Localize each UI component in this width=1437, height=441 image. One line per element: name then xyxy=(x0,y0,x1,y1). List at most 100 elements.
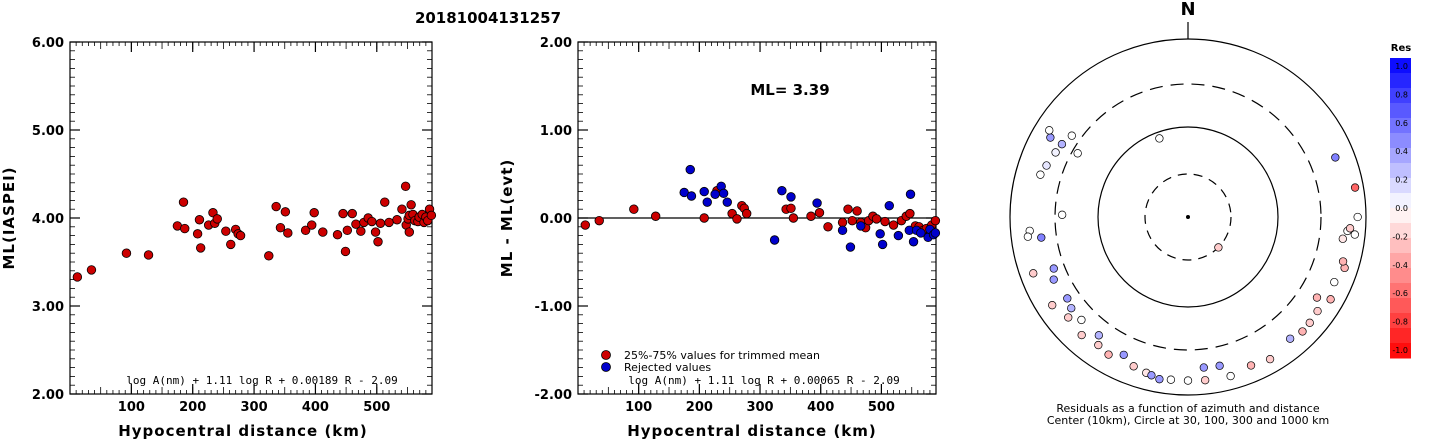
middle-point-rejected xyxy=(769,235,780,245)
polar-caption-line2: Center (10km), Circle at 30, 100, 300 an… xyxy=(1047,414,1329,427)
left-point-accepted xyxy=(271,201,281,212)
left-ytick-label: 5.00 xyxy=(32,124,64,139)
middle-point-rejected xyxy=(893,230,904,241)
left-point-accepted xyxy=(375,218,386,228)
polar-point xyxy=(1104,350,1113,359)
left-ytick-label: 4.00 xyxy=(32,212,64,227)
middle-point-accepted xyxy=(930,215,941,226)
left-point-accepted xyxy=(300,225,311,236)
left-point-accepted xyxy=(194,215,205,225)
colorbar-label: -0.6 xyxy=(1392,289,1408,298)
left-xtick-label: 500 xyxy=(363,400,390,415)
left-point-accepted xyxy=(318,227,328,237)
left-point-accepted xyxy=(235,230,246,241)
middle-point-accepted xyxy=(823,222,833,232)
colorbar-label: -0.2 xyxy=(1392,232,1408,241)
left-point-accepted xyxy=(367,216,377,227)
left-ytick-label: 6.00 xyxy=(32,36,64,51)
middle-point-accepted xyxy=(852,206,862,216)
colorbar-cell xyxy=(1390,73,1411,89)
ml-value: ML= 3.39 xyxy=(750,81,829,99)
colorbar-cell xyxy=(1390,268,1411,284)
polar-points xyxy=(1023,126,1362,385)
colorbar-cell xyxy=(1390,178,1411,194)
left-xtick-label: 200 xyxy=(179,400,206,415)
middle-point-accepted xyxy=(871,214,882,224)
polar-point xyxy=(1077,315,1086,325)
polar-point xyxy=(1036,170,1045,179)
left-point-accepted xyxy=(212,214,222,224)
middle-point-accepted xyxy=(847,215,857,226)
polar-point xyxy=(1166,375,1176,384)
colorbar-cell xyxy=(1390,118,1411,134)
middle-point-accepted xyxy=(888,220,899,230)
left-point-accepted xyxy=(72,272,83,282)
left-ticks: 2.00 3.00 4.00 5.00 6.00 100 200 300 400 500 xyxy=(32,36,432,415)
left-point-accepted xyxy=(309,208,319,218)
middle-points xyxy=(580,164,941,252)
polar-point xyxy=(1073,149,1082,158)
polar-point xyxy=(1051,148,1060,157)
polar-point xyxy=(1129,362,1138,371)
polar-point xyxy=(1338,257,1348,266)
legend-rejected-label: Rejected values xyxy=(624,361,711,374)
polar-point xyxy=(1045,126,1054,135)
polar-point xyxy=(1063,294,1072,303)
middle-point-rejected xyxy=(812,198,822,208)
polar-point xyxy=(1201,376,1210,385)
middle-point-accepted xyxy=(786,203,796,214)
colorbar-cell xyxy=(1390,223,1411,239)
middle-xtick-label: 200 xyxy=(686,400,713,415)
polar-point xyxy=(1094,340,1103,350)
colorbar-cell xyxy=(1390,193,1411,209)
middle-point-rejected xyxy=(856,221,866,231)
left-point-accepted xyxy=(192,229,203,239)
polar-point xyxy=(1048,301,1057,310)
left-panel: 2.00 3.00 4.00 5.00 6.00 100 200 300 400 500 log … xyxy=(0,36,437,440)
middle-point-rejected xyxy=(875,229,885,239)
left-point-accepted xyxy=(380,197,390,207)
colorbar-label: -0.8 xyxy=(1392,318,1408,327)
middle-point-accepted xyxy=(880,216,890,227)
middle-x-axis-label: Hypocentral distance (km) xyxy=(627,422,877,440)
polar-panel: N Residuals as a function of azimuth and… xyxy=(1009,0,1367,427)
middle-xtick-label: 300 xyxy=(746,400,773,415)
colorbar-cell xyxy=(1390,58,1411,74)
polar-point xyxy=(1023,232,1033,241)
left-point-accepted xyxy=(340,246,351,257)
polar-point xyxy=(1350,230,1359,239)
polar-caption-line1: Residuals as a function of azimuth and d… xyxy=(1056,402,1319,415)
colorbar-cell xyxy=(1390,298,1411,314)
middle-point-rejected xyxy=(837,225,848,236)
middle-point-accepted xyxy=(806,211,816,221)
polar-point xyxy=(1199,363,1208,372)
left-point-accepted xyxy=(275,222,286,233)
colorbar-cell xyxy=(1390,343,1411,359)
colorbar-cell xyxy=(1390,313,1411,329)
colorbar-cell xyxy=(1390,88,1411,104)
colorbar-cell xyxy=(1390,103,1411,119)
left-point-accepted xyxy=(264,251,274,261)
middle-point-rejected xyxy=(722,197,732,207)
middle-point-rejected xyxy=(786,192,796,202)
colorbar-cell xyxy=(1390,253,1411,269)
middle-xtick-label: 500 xyxy=(868,400,895,415)
polar-point xyxy=(1226,371,1235,381)
polar-point xyxy=(1214,243,1223,252)
colorbar-label: 1.0 xyxy=(1395,62,1408,71)
middle-point-accepted xyxy=(699,213,709,223)
left-point-accepted xyxy=(180,223,190,234)
colorbar-cells xyxy=(1390,58,1411,359)
polar-point xyxy=(1147,371,1156,380)
left-point-accepted xyxy=(283,228,293,238)
middle-point-rejected xyxy=(845,242,856,252)
colorbar-label: 0.8 xyxy=(1395,90,1408,99)
colorbar-cell xyxy=(1390,163,1411,179)
residual-colorbar: Res 1.0 0.8 0.6 0.4 0.2 0.0 -0.2 -0.4 -0.6 -0.8 -1… xyxy=(1390,43,1411,359)
legend-rejected-marker xyxy=(601,362,611,372)
middle-point-accepted xyxy=(788,213,799,223)
middle-point-accepted xyxy=(650,211,661,221)
polar-point xyxy=(1155,134,1164,143)
polar-point xyxy=(1049,275,1058,284)
